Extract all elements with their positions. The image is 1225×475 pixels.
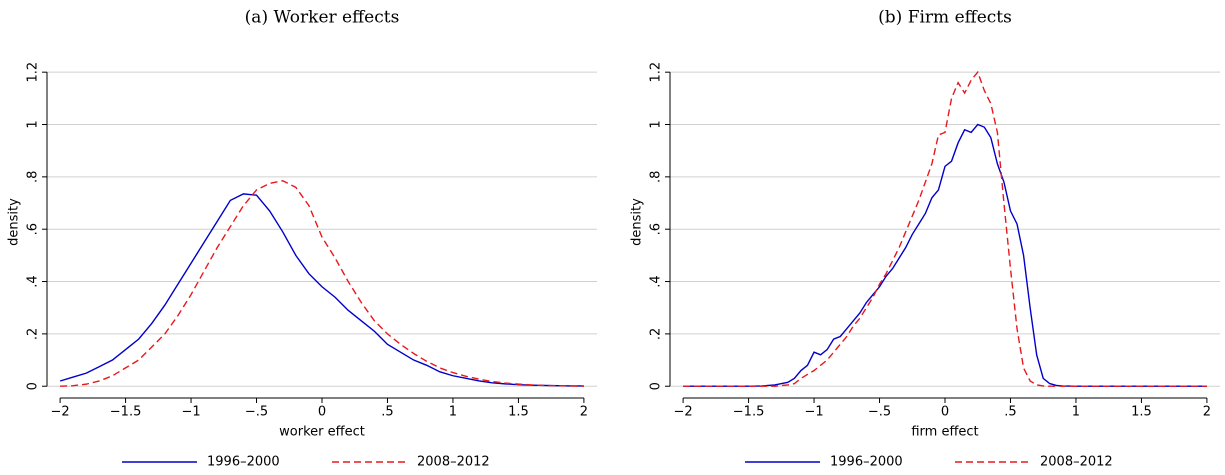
legend-label: 1996–2000 <box>830 455 903 470</box>
y-tick-label: 0 <box>649 382 664 390</box>
y-tick-label: .4 <box>649 275 664 287</box>
chart-title: (a) Worker effects <box>245 8 400 28</box>
series-line <box>59 193 584 387</box>
y-tick-label: .8 <box>26 171 41 183</box>
panel: (a) Worker effects 0 .2 .4 .6 .8 1 1.2 −2 −1.5 −1 −… <box>7 8 597 470</box>
y-axis-label: density <box>7 198 22 246</box>
x-tick-label: 0 <box>941 405 949 420</box>
y-tick-label: .6 <box>649 223 664 235</box>
y-tick-label: .6 <box>26 223 41 235</box>
x-tick-label: .5 <box>1004 405 1016 420</box>
x-tick-label: −.5 <box>245 405 268 420</box>
y-tick-label: 0 <box>26 382 41 390</box>
y-tick-label: 1 <box>649 120 664 128</box>
x-tick-label: −1 <box>181 405 200 420</box>
y-tick-label: .2 <box>26 328 41 340</box>
series-line <box>683 123 1207 387</box>
x-tick-label: −1.5 <box>110 405 142 420</box>
x-tick-label: 2 <box>1203 405 1211 420</box>
x-tick-label: 1.5 <box>1131 405 1152 420</box>
series-line <box>683 70 1207 387</box>
x-tick-label: 1 <box>1072 405 1080 420</box>
x-tick-label: −.5 <box>868 405 891 420</box>
y-tick-label: .8 <box>649 171 664 183</box>
x-tick-label: 1.5 <box>508 405 529 420</box>
y-tick-label: 1.2 <box>649 62 664 83</box>
x-tick-label: −2 <box>674 405 693 420</box>
legend-label: 2008–2012 <box>417 455 490 470</box>
y-tick-label: .2 <box>649 328 664 340</box>
legend-label: 2008–2012 <box>1040 455 1113 470</box>
y-axis-label: density <box>630 198 645 246</box>
x-tick-label: 0 <box>318 405 326 420</box>
legend-label: 1996–2000 <box>207 455 280 470</box>
series-line <box>60 180 584 387</box>
x-tick-label: −2 <box>51 405 70 420</box>
x-tick-label: −1.5 <box>733 405 765 420</box>
x-tick-label: 2 <box>580 405 588 420</box>
x-tick-label: −1 <box>804 405 823 420</box>
x-axis-label: firm effect <box>911 425 978 440</box>
y-tick-label: .4 <box>26 275 41 287</box>
panel: (b) Firm effects 0 .2 .4 .6 .8 1 1.2 −2 −1.5 −1 −.5… <box>630 8 1220 470</box>
x-tick-label: 1 <box>449 405 457 420</box>
chart-title: (b) Firm effects <box>878 8 1012 28</box>
x-tick-label: .5 <box>381 405 393 420</box>
y-tick-label: 1.2 <box>26 62 41 83</box>
x-axis-label: worker effect <box>279 425 365 440</box>
y-tick-label: 1 <box>26 120 41 128</box>
